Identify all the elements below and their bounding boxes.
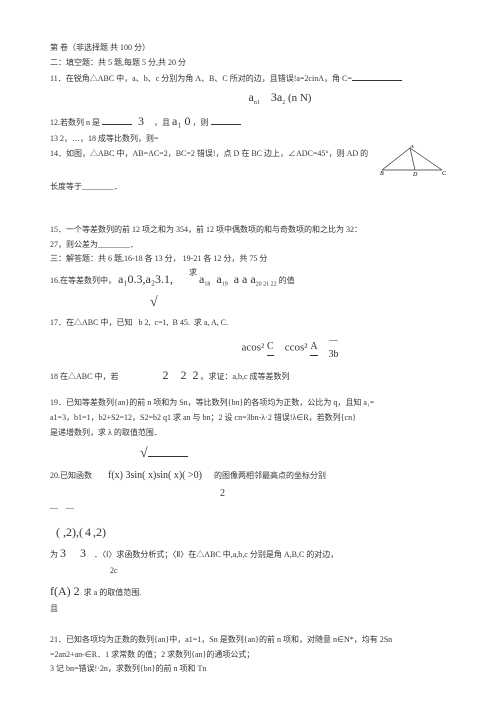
q21-l3: 3 记 bn=错误!·2n，求数列{bn}的前 n 项和 Tn <box>50 663 450 676</box>
q20-sub: 2 <box>220 486 450 502</box>
f-A-frac: A <box>310 339 317 356</box>
triangle-diagram: A B C D <box>380 145 450 180</box>
tri-C: C <box>442 171 447 177</box>
q20b-end: 求 a 的取值范围. <box>84 588 142 597</box>
q16-s3: 19 <box>222 282 228 288</box>
q16-pre: 16.在等差数列中， <box>50 276 116 285</box>
q20-end: 的图像两相邻最高点的坐标分别 <box>214 471 326 480</box>
q20b-pre: 为 <box>50 550 58 559</box>
section-sub: 二：填空题：共 5 题,每题 5 分,共 20 分 <box>50 57 450 70</box>
q20b-3b: 3 <box>80 546 86 560</box>
f-sub1: n1 <box>254 101 260 107</box>
q12-mid3: ，则 <box>193 118 209 127</box>
q16-end: 的值 <box>279 276 295 285</box>
f-right: (n N) <box>288 92 312 104</box>
q20b-f1: ( ,2),( <box>56 525 83 539</box>
q20b: — — <box>50 508 450 521</box>
q17: 17．在△ABC 中，已知 b 2, c=1, B 45. 求 a, A, C. <box>50 317 450 330</box>
q16-f4: a a a <box>234 272 256 286</box>
f-sub2: 2 <box>282 101 285 107</box>
q11-text: 11．在锐角△ABC 中，a、b、c 分别为角 A、B、C 所对的边，且错误!a… <box>50 74 352 83</box>
f-ccos: ccos² <box>285 341 308 353</box>
q12-a0: a₁ 0 <box>172 114 191 128</box>
q17-l1: 17．在△ABC 中，已知 <box>50 318 132 327</box>
q20: 20.已知函数 f(x) 3sin( x)sin( x)( >0) 的图像两相邻… <box>50 468 450 484</box>
q20b-row2: 为 3 3 ．〈Ⅰ〉求函数分析式；〈Ⅱ〉在△ABC 中,a,b,c 分别是角 A… <box>50 544 450 563</box>
q20b-and: 且 <box>50 603 450 616</box>
blank <box>211 116 241 125</box>
q19-l2: a1=3，b1=1，b2+S2=12，S2=b2 q1 求 an 与 bn；2 … <box>50 412 450 425</box>
q21-l2: =2an2+an-∈R．1 求常数 的值；2 求数列{an}的通项公式； <box>50 649 450 662</box>
q12-pre: 12.若数列 n 是 <box>50 118 100 127</box>
q20b-part1: ．〈Ⅰ〉求函数分析式；〈Ⅱ〉在△ABC 中,a,b,c 分别是角 A,B,C 的… <box>94 550 338 559</box>
q20b-fa2: f(A) 2 <box>50 584 80 598</box>
q16-s4: 20 21 22 <box>256 282 277 288</box>
q21-l1: 21．已知各项均为正数的数列{an}中，a1=1，Sn 是数列{an}的前 n … <box>50 634 450 647</box>
q18-end: 。求证：a,b,c 成等差数列 <box>200 372 289 381</box>
q11: 11．在锐角△ABC 中，a、b、c 分别为角 A、B、C 所对的边，且错误!a… <box>50 72 450 86</box>
root-symbol: √ <box>150 292 450 314</box>
f-mid: 3a <box>271 90 282 104</box>
q18: 18 在△ABC 中，若 2 2 2 。求证：a,b,c 成等差数列 <box>50 366 450 385</box>
q20b-f2: ,2) <box>93 525 106 539</box>
q12: 12.若数列 n 是 3 ，且 a₁ 0 ，则 <box>50 112 450 131</box>
q12-3: 3 <box>138 114 144 128</box>
blank <box>352 72 402 81</box>
q16-s2: 18 <box>204 282 210 288</box>
q17-b2: b 2, <box>138 318 150 327</box>
tri-D: D <box>412 172 418 178</box>
root-symbol-2: √ <box>140 443 450 465</box>
f-acos: acos² <box>241 341 264 353</box>
tri-B: B <box>380 171 384 177</box>
q18-2a: 2 <box>162 368 168 382</box>
formula-12: an1 3a2 (n N) <box>110 88 450 109</box>
f-C-frac: C <box>267 339 274 356</box>
q20-fx: f(x) 3sin( x)sin( x)( >0) <box>108 470 202 481</box>
tri-A: A <box>409 145 414 150</box>
f-over: — <box>329 333 339 347</box>
f-A: A <box>310 339 317 356</box>
q15-l2: 27，则公差为________． <box>50 239 450 252</box>
q20b-pre-top: — — <box>50 503 74 512</box>
f-3b: 3b <box>329 347 339 363</box>
blank <box>102 116 132 125</box>
q16-mid: 求 <box>189 268 197 277</box>
q17-c1: c=1, <box>154 318 168 327</box>
q17-b45: B 45. <box>173 318 190 327</box>
q16-f1: a₁0.3,a₂3.1, <box>118 272 173 286</box>
q16: 16.在等差数列中， a₁0.3,a₂3.1, 求 a18 a19 a a a2… <box>50 270 450 290</box>
q20b-row3: 2c <box>110 565 450 578</box>
q15-l1: 15．一个等差数列的前 12 项之和为 354，前 12 项中偶数项的和与奇数项… <box>50 224 450 237</box>
q14b: 长度等于________． <box>50 181 450 194</box>
q19-l1: 19．已知等差数列{an}的前 n 项和为 Sn，等比数列{bn}的各项均为正数… <box>50 397 450 410</box>
q20b-4: 4 <box>85 525 91 539</box>
section-ans: 三：解答题：共 6 题,16-18 各 13 分， 19-21 各 12 分，共… <box>50 253 450 266</box>
q20-pre: 20.已知函数 <box>50 471 92 480</box>
q17-formula: acos² C ccos² A — 3b <box>130 333 450 363</box>
q20b-fA: f(A) 2 求 a 的取值范围. <box>50 582 450 601</box>
f-C: C <box>267 339 274 356</box>
q18-2c: 2 <box>192 368 198 382</box>
q19-l3: 是递增数列，求 λ 的取值范围． <box>50 427 450 440</box>
q12-mid2: ，且 <box>154 118 170 127</box>
q20b-2c: 2c <box>110 566 118 575</box>
section-header: 第 卷（非选择题 共 100 分） <box>50 42 450 55</box>
q18-text: 18 在△ABC 中，若 <box>50 372 118 381</box>
q18-2b: 2 <box>180 368 186 382</box>
q20b-row: ( ,2),( 4 ,2) <box>50 523 450 542</box>
q17-end: 求 a, A, C. <box>194 318 228 327</box>
q20b-3a: 3 <box>60 546 66 560</box>
f-3b-frac: — 3b <box>329 333 339 363</box>
